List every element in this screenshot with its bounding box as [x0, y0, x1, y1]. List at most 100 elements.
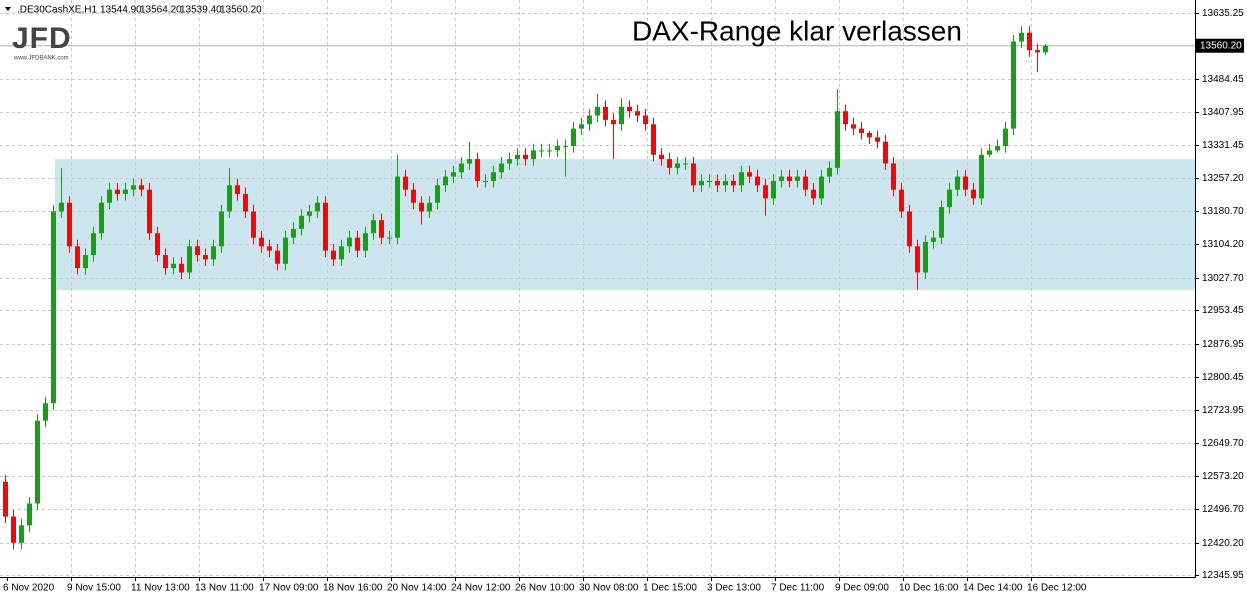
candle-body — [131, 185, 136, 190]
candle-body — [707, 180, 712, 182]
candle-body — [747, 172, 752, 177]
candle-body — [587, 115, 592, 125]
price-tag — [1196, 38, 1244, 53]
candle-body — [235, 185, 240, 195]
y-tick-label: 12953.45 — [1202, 305, 1244, 316]
candle-body — [691, 163, 696, 186]
candle-body — [347, 237, 352, 247]
candle-body — [811, 189, 816, 199]
candle-body — [963, 176, 968, 190]
candle-body — [1011, 41, 1016, 129]
candle-body — [867, 132, 872, 138]
candle-body — [179, 263, 184, 273]
candle-body — [1003, 128, 1008, 147]
candle-body — [459, 163, 464, 173]
candle-body — [115, 189, 120, 195]
candle-body — [259, 237, 264, 247]
candle-body — [307, 211, 312, 216]
candle-body — [323, 202, 328, 251]
candle-body — [859, 128, 864, 133]
x-tick-label: 16 Dec 12:00 — [1027, 583, 1087, 594]
candle-body — [523, 154, 528, 160]
candle-body — [787, 176, 792, 181]
candle-body — [931, 237, 936, 242]
candle-body — [483, 180, 488, 182]
y-tick-label: 12800.45 — [1202, 372, 1244, 383]
front-layer — [3, 26, 1048, 550]
candle-body — [1019, 32, 1024, 42]
candle-body — [187, 246, 192, 273]
candle-body — [723, 180, 728, 186]
candle-body — [1035, 50, 1040, 53]
candle-body — [267, 246, 272, 251]
candle-body — [675, 163, 680, 168]
y-tick-label: 12723.95 — [1202, 405, 1244, 416]
candle-body — [435, 185, 440, 203]
candle-body — [379, 220, 384, 238]
y-tick-label: 13180.70 — [1202, 206, 1244, 217]
candle-body — [387, 237, 392, 239]
candle-body — [75, 246, 80, 269]
y-tick-label: 13635.25 — [1202, 8, 1244, 19]
candle-body — [619, 106, 624, 125]
candle-body — [923, 241, 928, 273]
x-tick-label: 26 Nov 10:00 — [515, 583, 575, 594]
candle-body — [475, 159, 480, 181]
candle-body — [35, 420, 40, 504]
candle-body — [251, 211, 256, 238]
y-tick-label: 12649.70 — [1202, 438, 1244, 449]
y-tick-label: 13104.20 — [1202, 239, 1244, 250]
candle-body — [51, 211, 56, 404]
candle-body — [1043, 45, 1048, 53]
candle-body — [403, 176, 408, 190]
ohlc-low: 13539.40 — [180, 5, 222, 16]
candle-body — [987, 150, 992, 155]
candle-body — [291, 228, 296, 238]
candle-body — [411, 189, 416, 203]
candle-body — [995, 146, 1000, 151]
x-tick-label: 1 Dec 15:00 — [643, 583, 697, 594]
candle-body — [11, 516, 16, 543]
candle-body — [155, 233, 160, 256]
x-tick-label: 18 Nov 16:00 — [323, 583, 383, 594]
candle-body — [891, 163, 896, 190]
candle-body — [667, 159, 672, 168]
candle-body — [971, 189, 976, 199]
candle-body — [363, 233, 368, 251]
candle-body — [731, 180, 736, 186]
candle-body — [683, 163, 688, 165]
candle-body — [627, 106, 632, 112]
candle-body — [835, 111, 840, 168]
candle-body — [203, 255, 208, 260]
x-tick-label: 13 Nov 11:00 — [195, 583, 254, 594]
x-tick-label: 7 Dec 11:00 — [771, 583, 825, 594]
candle-body — [243, 194, 248, 212]
ohlc-open: 13544.90 — [100, 5, 142, 16]
candle-body — [355, 237, 360, 251]
y-tick-label: 13407.95 — [1202, 107, 1244, 118]
candle-body — [539, 150, 544, 152]
candle-body — [555, 146, 560, 151]
candle-body — [91, 233, 96, 256]
candle-body — [19, 525, 24, 543]
x-tick-label: 3 Dec 13:00 — [707, 583, 761, 594]
candle-body — [827, 167, 832, 177]
candle-body — [635, 111, 640, 116]
candle-body — [211, 246, 216, 260]
back-layer — [0, 0, 1195, 577]
symbol: .DE30CashXE,H1 — [17, 5, 97, 16]
candle-body — [899, 189, 904, 212]
y-tick-label: 12496.70 — [1202, 504, 1244, 515]
candle-body — [467, 159, 472, 164]
candle-body — [803, 176, 808, 190]
candle-body — [851, 124, 856, 129]
candle-body — [579, 124, 584, 129]
candle-body — [491, 172, 496, 181]
y-tick-label: 12345.95 — [1202, 570, 1244, 581]
y-tick-label: 13027.70 — [1202, 273, 1244, 284]
candle-body — [171, 263, 176, 269]
candle-body — [331, 250, 336, 260]
candle-body — [67, 202, 72, 247]
candle-body — [83, 255, 88, 269]
